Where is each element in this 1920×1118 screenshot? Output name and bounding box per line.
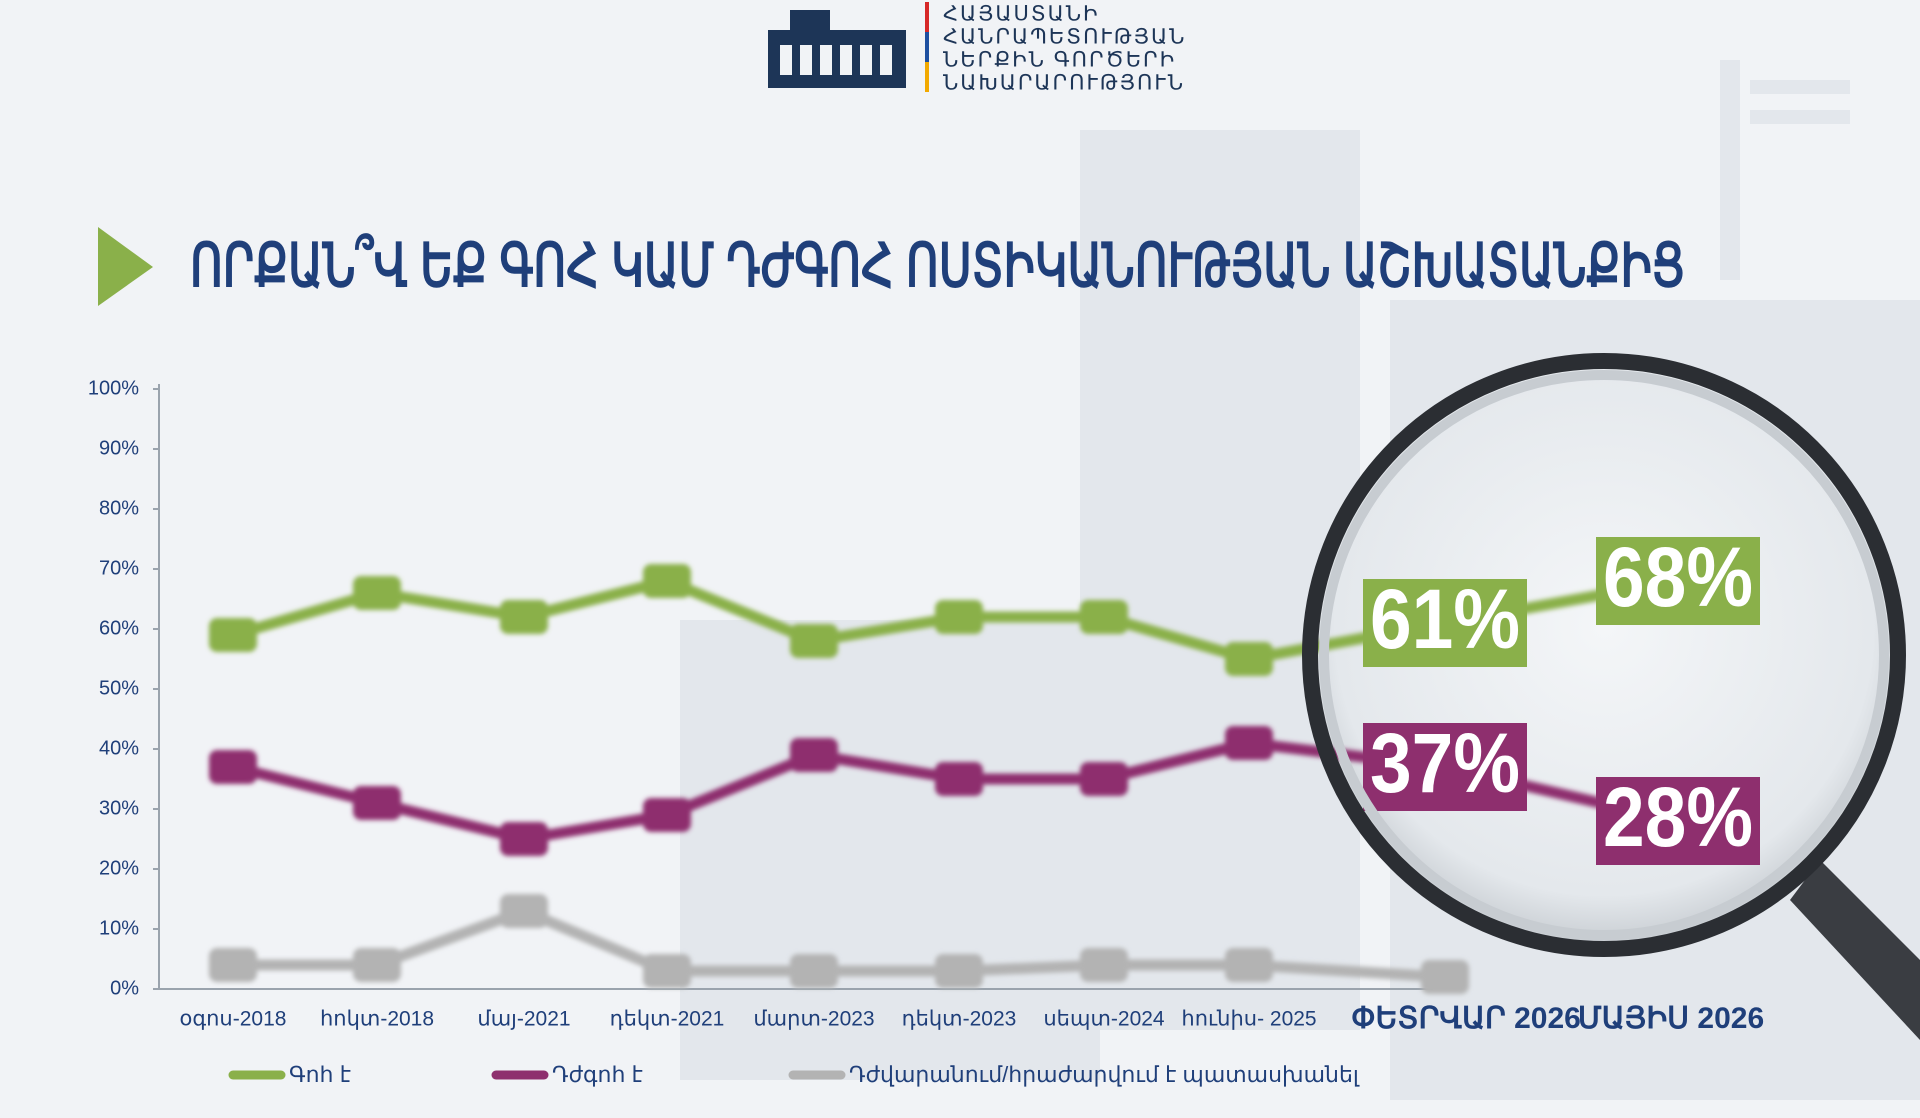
point-marker: [353, 786, 401, 820]
y-tick-label: 30%: [99, 797, 139, 819]
y-tick-label: 70%: [99, 557, 139, 579]
point-marker: [353, 576, 401, 610]
magnifier-handle: [1790, 860, 1920, 1040]
x-tick-label: մարտ-2023: [753, 1008, 874, 1031]
legend-label: Դժգոհ է: [552, 1062, 643, 1087]
point-marker: [935, 954, 983, 988]
x-tick-label: դեկտ-2021: [610, 1008, 725, 1031]
point-marker: [353, 948, 401, 982]
point-marker: [935, 600, 983, 634]
magnifier-ring: [1302, 353, 1906, 957]
value-label: 68%: [1603, 530, 1753, 624]
y-tick-label: 60%: [99, 617, 139, 639]
x-tick-label: դեկտ-2023: [902, 1008, 1017, 1031]
logo: [768, 2, 929, 92]
chart-title: ՈՐՔԱՆ՞Վ ԵՔ ԳՈՀ ԿԱՄ ԴԺԳՈՀ ՈՍՏԻԿԱՆՈՒԹՅԱՆ Ա…: [190, 232, 1685, 299]
y-tick-label: 20%: [99, 857, 139, 879]
y-tick-label: 90%: [99, 437, 139, 459]
point-marker: [1225, 948, 1273, 982]
value-label-box: [1596, 537, 1760, 625]
x-tick-label: հունիս- 2025: [1181, 1008, 1316, 1031]
point-marker: [1080, 762, 1128, 796]
series: [209, 564, 1679, 676]
point-marker: [500, 822, 548, 856]
series: [209, 894, 1469, 994]
x-tick-label: հոկտ-2018: [320, 1008, 434, 1031]
y-tick-label: 40%: [99, 737, 139, 759]
point-marker: [935, 762, 983, 796]
y-tick-label: 50%: [99, 677, 139, 699]
series-line: [231, 575, 1679, 665]
point-marker: [790, 954, 838, 988]
point-marker: [790, 624, 838, 658]
x-tick-label: սեպտ-2024: [1043, 1008, 1165, 1031]
value-label: 28%: [1603, 770, 1753, 864]
value-label-box: [1596, 777, 1760, 865]
y-tick-label: 10%: [99, 917, 139, 939]
point-marker: [500, 600, 548, 634]
point-marker: [1080, 600, 1128, 634]
legend-label: Գոհ է: [289, 1062, 351, 1087]
magnifier-rim: [1319, 370, 1889, 940]
x-tick-label: ՓԵՏՐՎԱՐ 2026: [1351, 1002, 1581, 1035]
title-arrow: [98, 227, 153, 306]
x-tick-label: մայ-2021: [477, 1008, 570, 1031]
point-marker: [1080, 948, 1128, 982]
point-marker: [643, 954, 691, 988]
logo-text: ՆԵՐՔԻՆ ԳՈՐԾԵՐԻ: [943, 49, 1176, 72]
value-label-box: [1363, 723, 1527, 811]
y-tick-label: 100%: [88, 377, 139, 399]
value-label-box: [1363, 579, 1527, 667]
x-tick-label: ՄԱՅԻՍ 2026: [1578, 1002, 1764, 1035]
value-label: 61%: [1370, 572, 1520, 666]
y-tick-label: 0%: [110, 977, 139, 999]
logo-text: ՆԱԽԱՐԱՐՈՒԹՅՈՒՆ: [943, 72, 1185, 95]
point-marker: [209, 750, 257, 784]
point-marker: [790, 738, 838, 772]
point-marker: [1225, 642, 1273, 676]
x-tick-label: օգոս-2018: [180, 1008, 287, 1031]
logo-text: ՀԱՅԱՍՏԱՆԻ: [943, 3, 1100, 26]
point-marker: [1421, 960, 1469, 994]
point-marker: [643, 564, 691, 598]
y-tick-label: 80%: [99, 497, 139, 519]
legend-label: Դժվարանում/հրաժարվում է պատասխանել: [849, 1062, 1360, 1087]
point-marker: [643, 798, 691, 832]
point-marker: [1225, 726, 1273, 760]
value-label: 37%: [1370, 716, 1520, 810]
logo-text: ՀԱՆՐԱՊԵՏՈՒԹՅԱՆ: [943, 26, 1186, 49]
point-marker: [209, 618, 257, 652]
point-marker: [209, 948, 257, 982]
point-marker: [500, 894, 548, 928]
